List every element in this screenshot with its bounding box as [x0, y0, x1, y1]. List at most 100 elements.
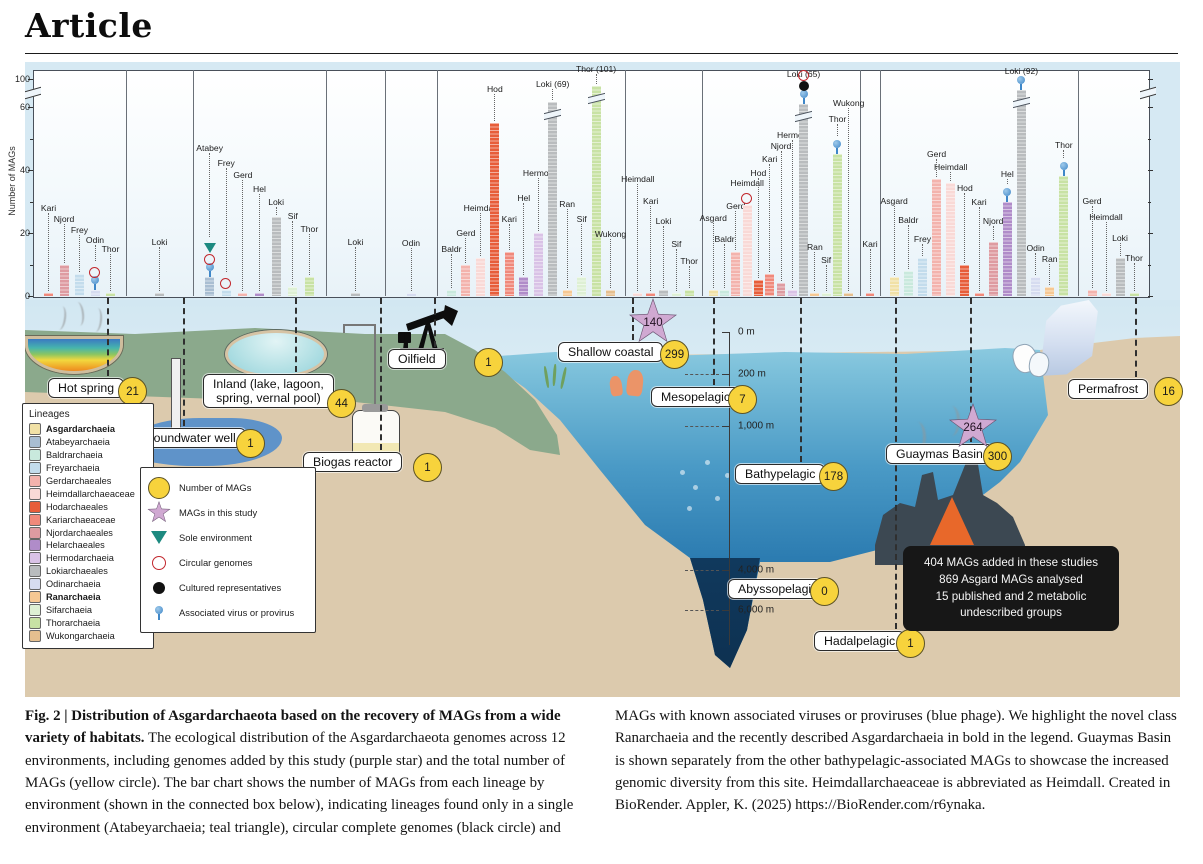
- bar-leader-line: [581, 224, 583, 276]
- circular-genome-icon: [220, 277, 232, 289]
- legend-item-heimdall: Heimdallarchaeaceae: [29, 487, 147, 500]
- depth-label: 1,000 m: [738, 420, 775, 432]
- bar-leader-line: [48, 213, 49, 291]
- panel-divider: [702, 70, 703, 296]
- steam-icon: [89, 307, 104, 333]
- legend-title: Lineages: [29, 409, 70, 420]
- bar-label: Heimdall: [463, 203, 498, 213]
- y-axis-tick-label: 20: [19, 228, 30, 238]
- bar-leader-line: [791, 140, 793, 288]
- biogas-pipe-icon: [374, 324, 376, 412]
- figure-caption: Fig. 2 | Distribution of Asgardarchaeota…: [25, 705, 1180, 839]
- bar-label: Loki: [347, 237, 364, 247]
- legend-item-hermod: Hermodarchaeia: [29, 552, 147, 565]
- bar-leader-line: [63, 224, 65, 263]
- bar-leader-line: [355, 247, 356, 291]
- bar-leader-line: [450, 254, 452, 288]
- bar-label: Hel: [517, 193, 531, 203]
- legend-swatch: [29, 526, 41, 539]
- bar-leader-line: [688, 266, 690, 288]
- bar-kari: [504, 251, 514, 296]
- bubble-icon: [680, 470, 685, 475]
- bar-frey: [221, 289, 231, 296]
- bar-label: Loki: [151, 237, 168, 247]
- panel-divider: [860, 70, 861, 296]
- bar-leader-line: [610, 239, 612, 288]
- panel-divider: [126, 70, 127, 296]
- legend-swatch: [29, 500, 41, 513]
- bar-thor: [304, 277, 314, 296]
- circular-genome-icon: [203, 254, 215, 266]
- bar-label: Heimdall: [1089, 212, 1123, 222]
- symbol-legend: Number of MAGs MAGs in this study Sole e…: [140, 467, 316, 633]
- bar-label: Kari: [862, 239, 878, 249]
- bar-leader-line: [992, 226, 994, 241]
- bar-kari: [866, 292, 874, 296]
- bar-ran: [1045, 286, 1055, 296]
- bar-label: Hod: [750, 168, 767, 178]
- bar-label: Gerd: [233, 170, 253, 180]
- bar-label: Kari: [762, 154, 778, 164]
- bar-frey: [75, 273, 84, 296]
- bar-leader-line: [595, 74, 597, 84]
- bar-thor: [106, 292, 115, 296]
- biogas-reactor-illustration: [352, 410, 400, 470]
- bar-leader-line: [907, 225, 909, 269]
- bar-leader-line: [848, 108, 850, 291]
- virus-phage-icon: [1059, 162, 1068, 177]
- count-circle-icon: [147, 476, 171, 500]
- legend-swatch: [29, 539, 41, 552]
- bar-label: Frey: [70, 225, 89, 235]
- legend-swatch: [29, 423, 41, 436]
- bar-label: Gerd: [726, 201, 746, 211]
- caption-column-2: MAGs with known associated viruses or pr…: [615, 705, 1179, 839]
- symbol-circular-ring: Circular genomes: [147, 550, 309, 575]
- bar-leader-line: [1006, 179, 1008, 184]
- bar-hel: [255, 292, 264, 296]
- bar-ran: [810, 292, 820, 296]
- virus-phage-icon: [1003, 187, 1012, 202]
- depth-label: 6,000 m: [738, 604, 775, 616]
- virus-phage-icon: [1017, 76, 1026, 91]
- bar-label: Gerd: [927, 149, 947, 159]
- bar-gerd: [1087, 289, 1097, 296]
- bar-label: Sif: [821, 255, 832, 265]
- bar-gerd: [238, 292, 248, 296]
- bar-leader-line: [79, 235, 80, 272]
- legend-item-odin: Odinarchaeia: [29, 578, 147, 591]
- bar-loki: [351, 292, 360, 296]
- symbol-virus-phage: Associated virus or provirus: [147, 600, 309, 625]
- steam-icon: [71, 301, 86, 327]
- legend-item-thor: Thorarchaeia: [29, 616, 147, 629]
- bar-label: Atabey: [196, 143, 223, 153]
- bar-label: Hod: [956, 183, 973, 193]
- bar-leader-line: [1063, 150, 1065, 159]
- legend-swatch: [29, 591, 41, 604]
- bubble-icon: [725, 473, 730, 478]
- bar-loki: [1016, 90, 1026, 296]
- panel-divider: [385, 70, 386, 296]
- bar-label: Ran: [806, 242, 823, 252]
- legend-swatch: [29, 616, 41, 629]
- bar-asgard: [889, 277, 899, 296]
- bar-baldr: [903, 270, 913, 296]
- bar-gerd: [461, 264, 471, 296]
- bar-label: Kari: [40, 203, 57, 213]
- bar-leader-line: [494, 94, 496, 121]
- virus-phage-icon: [799, 90, 808, 105]
- bar-label: Kari: [971, 197, 987, 207]
- legend-swatch: [29, 565, 41, 578]
- depth-label: 0 m: [738, 326, 755, 338]
- bar-label: Thor: [101, 244, 120, 254]
- bar-label: Thor: [300, 224, 319, 234]
- bar-label: Gerd: [1082, 196, 1102, 206]
- bar-label: Asgard: [699, 213, 727, 223]
- study-star-icon: [147, 501, 171, 525]
- symbol-count-circle: Number of MAGs: [147, 475, 309, 500]
- depth-label: 200 m: [738, 368, 766, 380]
- bubble-icon: [693, 485, 698, 490]
- biogas-lid-icon: [362, 404, 388, 412]
- bar-leader-line: [712, 223, 714, 288]
- legend-item-hel: Helarchaeales: [29, 539, 147, 552]
- bar-leader-line: [735, 211, 737, 250]
